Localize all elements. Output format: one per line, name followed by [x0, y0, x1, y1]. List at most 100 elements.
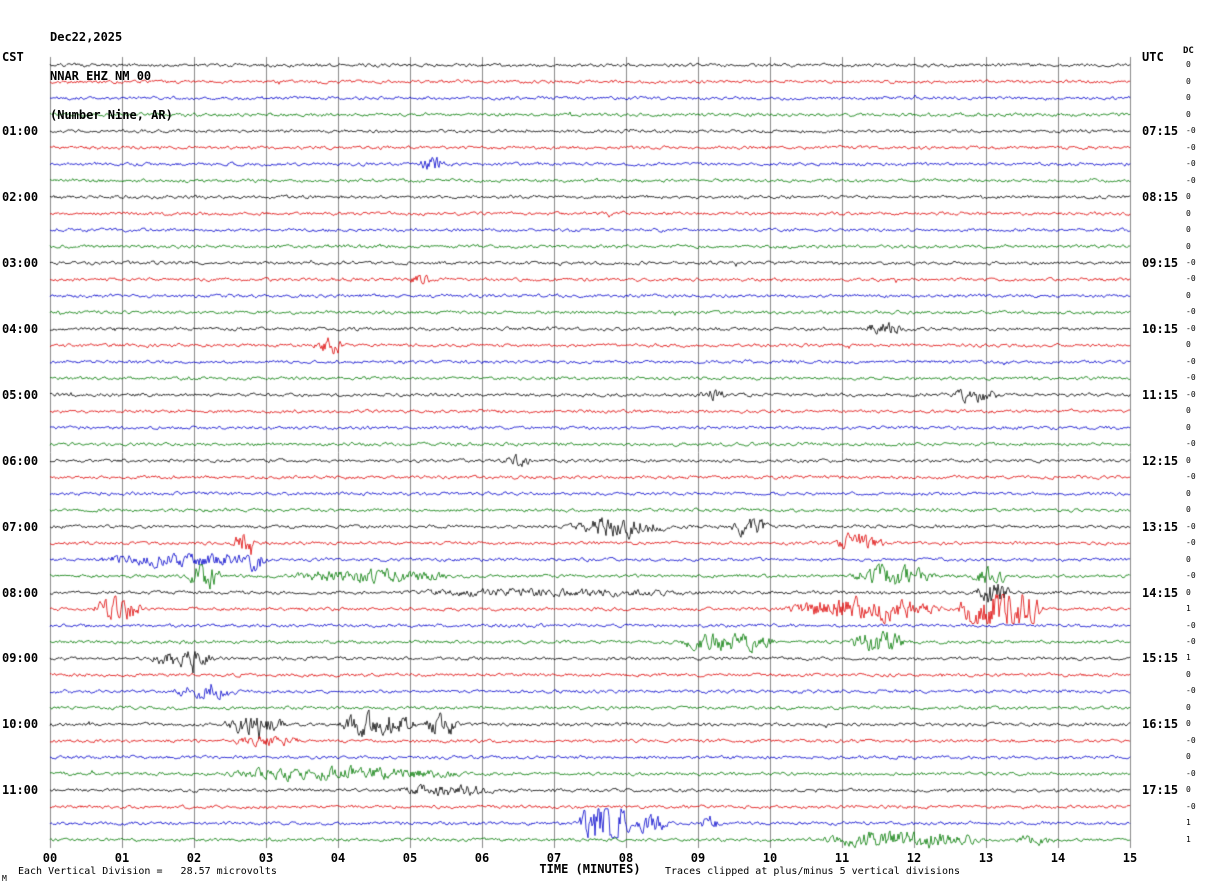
dc-value: 0 [1186, 785, 1191, 795]
left-time-label: 10:00 [2, 717, 39, 732]
dc-value: -0 [1186, 538, 1196, 548]
dc-value: 0 [1186, 505, 1191, 515]
dc-value: -0 [1186, 356, 1196, 366]
left-time-label: 09:00 [2, 651, 39, 666]
dc-value: -0 [1186, 307, 1196, 317]
x-tick-label: 06 [474, 851, 490, 865]
right-time-label: 11:15 [1142, 387, 1179, 402]
right-time-label: 12:15 [1142, 453, 1179, 468]
left-timezone-label: CST [2, 50, 24, 64]
dc-value: -0 [1186, 571, 1196, 581]
x-tick-label: 05 [402, 851, 418, 865]
right-time-label: 07:15 [1142, 124, 1179, 139]
dc-value: -0 [1186, 175, 1196, 185]
dc-value: -0 [1186, 768, 1196, 778]
dc-value: -0 [1186, 373, 1196, 383]
dc-value: 0 [1186, 208, 1191, 218]
header: Dec22,2025 NNAR EHZ NM 00 (Number Nine, … [50, 5, 173, 148]
x-tick-label: 02 [186, 851, 202, 865]
x-tick-label: 15 [1122, 851, 1138, 865]
dc-value: 0 [1186, 455, 1191, 465]
dc-value: 0 [1186, 192, 1191, 202]
location-label: (Number Nine, AR) [50, 108, 173, 122]
x-tick-label: 00 [42, 851, 58, 865]
clip-note: Traces clipped at plus/minus 5 vertical … [665, 866, 961, 877]
dc-value: -0 [1186, 323, 1196, 333]
dc-value: 1 [1186, 653, 1191, 663]
right-time-label: 09:15 [1142, 255, 1179, 270]
dc-value: 0 [1186, 225, 1191, 235]
x-tick-label: 10 [762, 851, 778, 865]
right-timezone-label: UTC [1142, 50, 1164, 64]
x-tick-label: 11 [834, 851, 850, 865]
dc-column-label: DC [1183, 46, 1194, 56]
dc-value: 1 [1186, 834, 1191, 844]
dc-value: -0 [1186, 686, 1196, 696]
x-tick-label: 08 [618, 851, 634, 865]
dc-value: -0 [1186, 801, 1196, 811]
left-time-label: 06:00 [2, 453, 39, 468]
dc-value: 0 [1186, 422, 1191, 432]
dc-value: 0 [1186, 290, 1191, 300]
left-time-label: 04:00 [2, 321, 39, 336]
x-tick-label: 03 [258, 851, 274, 865]
left-time-label: 02:00 [2, 190, 39, 205]
right-time-label: 14:15 [1142, 585, 1179, 600]
dc-value: -0 [1186, 126, 1196, 136]
x-tick-label: 01 [114, 851, 130, 865]
x-tick-label: 04 [330, 851, 346, 865]
dc-value: 0 [1186, 752, 1191, 762]
dc-value: -0 [1186, 257, 1196, 267]
scale-note: Each Vertical Division = 28.57 microvolt… [18, 866, 277, 877]
dc-value: -0 [1186, 735, 1196, 745]
x-tick-label: 12 [906, 851, 922, 865]
dc-value: -0 [1186, 389, 1196, 399]
right-time-label: 13:15 [1142, 519, 1179, 534]
left-time-label: 07:00 [2, 519, 39, 534]
dc-value: -0 [1186, 521, 1196, 531]
dc-value: -0 [1186, 159, 1196, 169]
dc-value: 0 [1186, 406, 1191, 416]
right-time-label: 17:15 [1142, 783, 1179, 798]
left-time-label: 03:00 [2, 255, 39, 270]
dc-value: 0 [1186, 719, 1191, 729]
dc-value: 0 [1186, 76, 1191, 86]
left-time-label: 11:00 [2, 783, 39, 798]
dc-value: 0 [1186, 93, 1191, 103]
time-axis-label: TIME (MINUTES) [539, 862, 641, 876]
corner-mark: M [2, 874, 7, 883]
dc-value: 0 [1186, 109, 1191, 119]
left-time-label: 08:00 [2, 585, 39, 600]
dc-value: 0 [1186, 669, 1191, 679]
date-label: Dec22,2025 [50, 30, 123, 44]
dc-value: 1 [1186, 818, 1191, 828]
dc-value: 0 [1186, 340, 1191, 350]
dc-value: -0 [1186, 472, 1196, 482]
dc-value: 1 [1186, 604, 1191, 614]
x-tick-label: 13 [978, 851, 994, 865]
dc-value: -0 [1186, 274, 1196, 284]
x-tick-label: 07 [546, 851, 562, 865]
dc-value: 0 [1186, 587, 1191, 597]
dc-value: 0 [1186, 488, 1191, 498]
left-time-label: 01:00 [2, 124, 39, 139]
dc-value: 0 [1186, 702, 1191, 712]
left-time-label: 05:00 [2, 387, 39, 402]
x-tick-label: 14 [1050, 851, 1066, 865]
right-time-label: 16:15 [1142, 717, 1179, 732]
dc-value: -0 [1186, 439, 1196, 449]
station-label: NNAR EHZ NM 00 [50, 69, 152, 83]
right-time-label: 10:15 [1142, 321, 1179, 336]
dc-value: 0 [1186, 60, 1191, 70]
dc-value: -0 [1186, 620, 1196, 630]
x-tick-label: 09 [690, 851, 706, 865]
dc-value: -0 [1186, 637, 1196, 646]
dc-value: -0 [1186, 142, 1196, 152]
dc-value: 0 [1186, 241, 1191, 251]
dc-value: 0 [1186, 554, 1191, 564]
right-time-label: 15:15 [1142, 651, 1179, 666]
right-time-label: 08:15 [1142, 190, 1179, 205]
